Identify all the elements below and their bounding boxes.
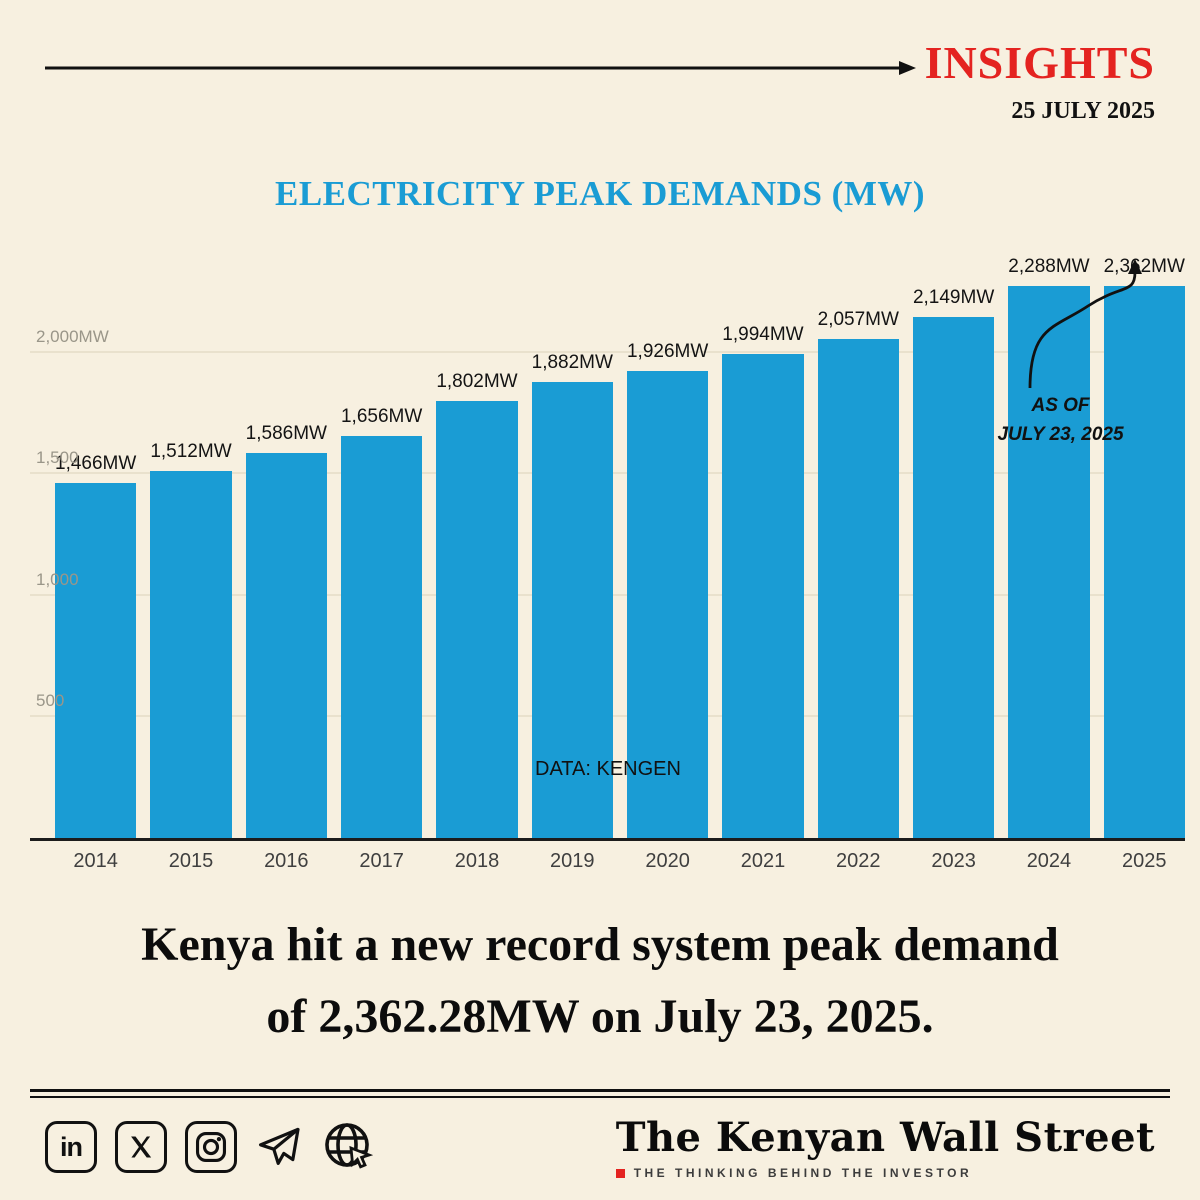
linkedin-icon[interactable]: in (45, 1121, 97, 1173)
headline-line1: Kenya hit a new record system peak deman… (141, 918, 1059, 971)
header: INSIGHTS 25 JULY 2025 (0, 0, 1200, 150)
y-axis-label: 2,000MW (36, 327, 109, 346)
brand-block: The Kenyan Wall Street THE THINKING BEHI… (615, 1114, 1155, 1180)
x-axis-label: 2015 (168, 850, 214, 872)
x-icon[interactable] (115, 1121, 167, 1173)
bar-column: 1,926MW (626, 256, 709, 838)
gridline (30, 351, 1185, 353)
bar-value-label: 2,149MW (912, 286, 995, 308)
telegram-icon[interactable] (255, 1123, 303, 1171)
publish-date: 25 JULY 2025 (1011, 98, 1155, 124)
bar-value-label: 1,512MW (150, 441, 232, 463)
bar-2016 (245, 453, 327, 838)
x-axis-label: 2023 (931, 850, 976, 872)
x-axis-label: 2022 (836, 850, 881, 872)
x-axis-label: 2014 (73, 850, 118, 872)
bar-2025 (1103, 286, 1185, 838)
footer: in (45, 1114, 1155, 1180)
footer-divider (30, 1089, 1170, 1098)
bar-2021 (722, 354, 804, 838)
x-axis: 2014 2015 2016 2017 2018 2019 2020 2021 2022 2023… (55, 850, 1185, 873)
bar-value-label: 2,057MW (817, 309, 899, 331)
bar-column: 2,288MW (1008, 256, 1090, 838)
x-axis-label: 2018 (454, 850, 500, 872)
bar-2024 (1008, 286, 1090, 838)
data-source-label: DATA: KENGEN (535, 758, 681, 780)
x-axis-label: 2021 (740, 850, 786, 872)
bar-column: 1,882MW (531, 256, 613, 838)
x-axis-label: 2025 (1122, 850, 1167, 872)
x-axis-label: 2017 (359, 850, 404, 872)
bar-column: 1,466MW (55, 256, 137, 838)
bar-2014 (55, 482, 137, 838)
bar-2015 (150, 471, 232, 838)
bar-2023 (912, 316, 995, 838)
bar-2019 (531, 381, 613, 838)
y-axis-label: 500 (36, 690, 65, 710)
bar-column: 2,362MW (1103, 256, 1185, 838)
brand-tagline: THE THINKING BEHIND THE INVESTOR (633, 1166, 973, 1180)
header-arrow-icon (45, 61, 916, 75)
bar-column: 1,512MW (150, 256, 232, 838)
social-links: in (45, 1119, 377, 1175)
instagram-icon[interactable] (185, 1121, 237, 1173)
x-axis-label: 2019 (550, 850, 595, 872)
bar-2017 (340, 436, 423, 838)
bar-column: 1,994MW (722, 256, 804, 838)
headline-line2: of 2,362.28MW on July 23, 2025. (266, 990, 934, 1043)
brand-logo: The Kenyan Wall Street (615, 1114, 1155, 1161)
bars-container: 1,466MW 1,512MW 1,586MW 1,656MW 1,802MW 1,882… (55, 256, 1185, 838)
bar-chart: 1,466MW 1,512MW 1,586MW 1,656MW 1,802MW 1,882… (30, 256, 1185, 841)
bar-2022 (817, 339, 899, 838)
bar-column: 1,586MW (245, 256, 327, 838)
globe-cursor-icon[interactable] (321, 1119, 377, 1175)
bar-column: 1,656MW (340, 256, 423, 838)
x-axis-label: 2024 (1026, 850, 1072, 872)
y-axis-label: 1,000 (36, 569, 79, 589)
bar-value-label: 1,466MW (55, 452, 137, 474)
y-axis-label: 1,500 (36, 448, 79, 468)
brand-tagline-row: THE THINKING BEHIND THE INVESTOR (615, 1166, 1155, 1180)
x-axis-label: 2016 (264, 850, 309, 872)
bar-value-label: 1,802MW (436, 371, 518, 393)
bar-value-label: 1,882MW (531, 351, 613, 373)
bar-value-label: 2,288MW (1008, 256, 1090, 277)
annotation-text: AS OF JULY 23, 2025 (978, 391, 1143, 450)
x-axis-label: 2020 (645, 850, 690, 872)
bar-column: 2,149MW (912, 256, 995, 838)
headline: Kenya hit a new record system peak deman… (0, 909, 1200, 1053)
bar-column: 2,057MW (817, 256, 899, 838)
bar-value-label: 1,994MW (722, 324, 804, 346)
annotation-line2: JULY 23, 2025 (997, 424, 1124, 446)
bar-value-label: 1,586MW (245, 423, 327, 445)
bar-column: 1,802MW (436, 256, 518, 838)
bar-2020 (626, 370, 709, 838)
insights-label: INSIGHTS (924, 37, 1155, 88)
bar-value-label: 1,656MW (340, 406, 423, 428)
chart-title: ELECTRICITY PEAK DEMANDS (MW) (274, 174, 926, 213)
tagline-square-icon (615, 1168, 625, 1178)
bar-value-label: 1,926MW (626, 340, 709, 362)
bar-value-label: 2,362MW (1103, 256, 1185, 277)
bar-2018 (436, 401, 518, 838)
annotation-line1: AS OF (1031, 395, 1090, 416)
